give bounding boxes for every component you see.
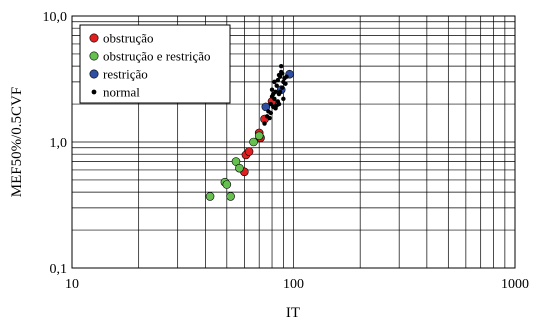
- y-tick-label: 1,0: [50, 136, 68, 151]
- point-normal: [271, 91, 276, 97]
- legend-label: restrição: [103, 67, 148, 82]
- legend-label: obstrução e restrição: [103, 49, 211, 64]
- legend-items: obstrução obstrução e restrição restrição n…: [89, 31, 211, 100]
- legend: obstrução obstrução e restrição restrição n…: [79, 24, 231, 104]
- x-axis-title: IT: [286, 305, 300, 321]
- point-normal: [277, 89, 283, 95]
- grid-lines: [72, 16, 515, 268]
- point-normal: [276, 72, 282, 78]
- point-obstrucao-e-restricao: [254, 131, 264, 141]
- plot-frame: [71, 15, 516, 269]
- legend-marker: [89, 69, 99, 79]
- x-tick-label: 1000: [501, 277, 529, 292]
- point-normal: [284, 74, 289, 79]
- x-tick-label: 100: [283, 277, 304, 292]
- point-restricao: [261, 102, 271, 112]
- legend-box: [79, 24, 231, 104]
- point-normal: [276, 101, 282, 107]
- point-obstrucao: [244, 147, 254, 156]
- point-normal: [272, 79, 277, 85]
- point-obstrucao-e-restricao: [231, 157, 241, 166]
- point-obstrucao-e-restricao: [205, 192, 215, 201]
- point-normal: [267, 115, 272, 121]
- data-points: [205, 63, 294, 201]
- point-obstrucao-e-restricao: [249, 137, 258, 147]
- legend-marker: [89, 51, 99, 61]
- point-obstrucao-e-restricao: [222, 180, 232, 189]
- point-normal: [283, 81, 288, 86]
- point-normal: [273, 106, 278, 111]
- point-normal: [262, 121, 267, 126]
- legend-marker: [89, 33, 99, 43]
- point-normal: [275, 77, 281, 83]
- legend-label: obstrução: [103, 31, 154, 46]
- legend-marker: [91, 89, 97, 95]
- point-normal: [274, 83, 279, 88]
- point-normal: [280, 85, 285, 90]
- point-normal: [281, 96, 286, 102]
- point-normal: [272, 96, 277, 102]
- legend-label: normal: [103, 85, 140, 100]
- tick-labels: 10 100 1000 0,1 1,0 10,0: [43, 10, 530, 292]
- point-normal: [269, 87, 275, 92]
- point-obstrucao-e-restricao: [235, 163, 244, 173]
- y-tick-label: 0,1: [50, 262, 68, 277]
- point-normal: [268, 110, 274, 116]
- y-axis-title: MEF50%/0.5CVF: [9, 87, 25, 197]
- point-normal: [280, 71, 285, 76]
- point-normal: [279, 63, 284, 69]
- x-tick-label: 10: [65, 277, 79, 292]
- y-tick-label: 10,0: [43, 10, 68, 25]
- point-obstrucao-e-restricao: [226, 192, 235, 201]
